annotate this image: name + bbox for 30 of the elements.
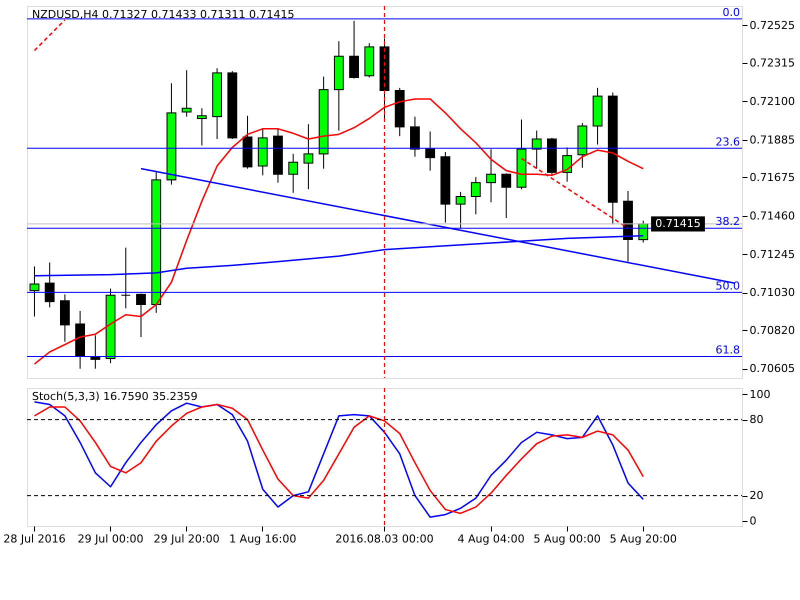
- annotation: 38.2: [716, 215, 740, 228]
- annotation: 23.6: [716, 135, 740, 148]
- x-tick-label: 5 Aug 00:00: [534, 532, 601, 546]
- x-tick-label: 29 Jul 20:00: [154, 532, 220, 546]
- y-tick-label: 0.72315: [750, 56, 795, 70]
- y-tick-label: 0.70605: [750, 362, 795, 376]
- x-tick-label: 5 Aug 20:00: [610, 532, 677, 546]
- x-tick-label: 4 Aug 04:00: [457, 532, 525, 546]
- y-tick-label: 0.71675: [750, 170, 795, 184]
- annotation: 50.0: [716, 279, 740, 292]
- y-tick-label: 0: [750, 514, 756, 528]
- chart-title: Stoch(5,3,3) 16.7590 35.2359: [32, 390, 198, 403]
- y-tick-label: 0.71245: [750, 248, 795, 261]
- y-tick-label: 0.72525: [750, 18, 795, 32]
- ref-line-label: 0.71415: [655, 216, 701, 230]
- chart-title: NZDUSD,H4 0.71327 0.71433 0.71311 0.71415: [32, 8, 294, 21]
- annotation: 0.0: [722, 6, 740, 19]
- y-tick-label: 20: [750, 489, 764, 502]
- y-tick-label: 100: [750, 388, 770, 401]
- y-tick-label: 0.72100: [750, 94, 795, 108]
- x-tick-label: 2016.08.03 00:00: [335, 532, 434, 546]
- y-tick-label: 0.71030: [750, 286, 795, 300]
- y-tick-label: 0.71460: [750, 209, 795, 222]
- x-tick-label: 28 Jul 2016: [3, 532, 66, 546]
- x-tick-label: 29 Jul 00:00: [78, 532, 144, 546]
- y-tick-label: 0.70820: [750, 324, 795, 337]
- annotation: 61.8: [716, 344, 740, 357]
- y-tick-label: 0.71885: [750, 133, 795, 146]
- y-tick-label: 80: [750, 413, 764, 426]
- x-tick-label: 1 Aug 16:00: [229, 532, 296, 546]
